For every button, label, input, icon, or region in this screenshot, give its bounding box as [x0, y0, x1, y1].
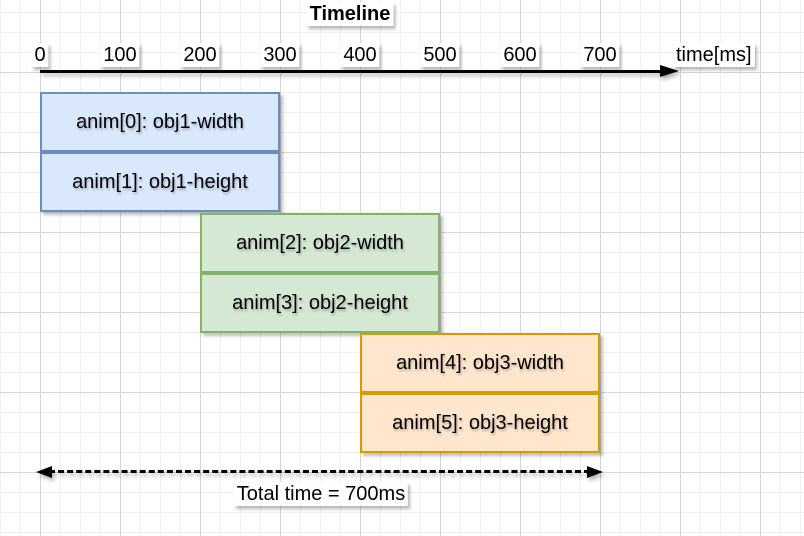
arrowhead-right-icon [587, 466, 603, 478]
dashed-line [49, 470, 590, 473]
axis-tick-400: 400 [340, 43, 380, 67]
axis-tick-500: 500 [420, 43, 460, 67]
total-time-label: Total time = 700ms [233, 482, 409, 506]
anim-bar-obj1-width: anim[0]: obj1-width [40, 92, 280, 152]
anim-bar-obj3-width: anim[4]: obj3-width [360, 333, 600, 393]
axis-unit-label: time[ms] [673, 43, 755, 67]
axis-tick-700: 700 [580, 43, 620, 67]
anim-bar-obj2-height: anim[3]: obj2-height [200, 273, 440, 333]
diagram-title: Timeline [306, 2, 394, 26]
anim-bar-obj1-height: anim[1]: obj1-height [40, 152, 280, 212]
time-axis-arrowhead-icon [660, 65, 679, 77]
anim-bar-obj2-width: anim[2]: obj2-width [200, 213, 440, 273]
axis-tick-300: 300 [260, 43, 300, 67]
axis-tick-600: 600 [500, 43, 540, 67]
axis-tick-200: 200 [180, 43, 220, 67]
total-time-span-arrow [36, 465, 603, 479]
arrowhead-left-icon [36, 466, 52, 478]
anim-bar-obj3-height: anim[5]: obj3-height [360, 393, 600, 453]
axis-tick-0: 0 [31, 43, 49, 67]
time-axis-line [40, 70, 664, 73]
axis-tick-100: 100 [100, 43, 140, 67]
